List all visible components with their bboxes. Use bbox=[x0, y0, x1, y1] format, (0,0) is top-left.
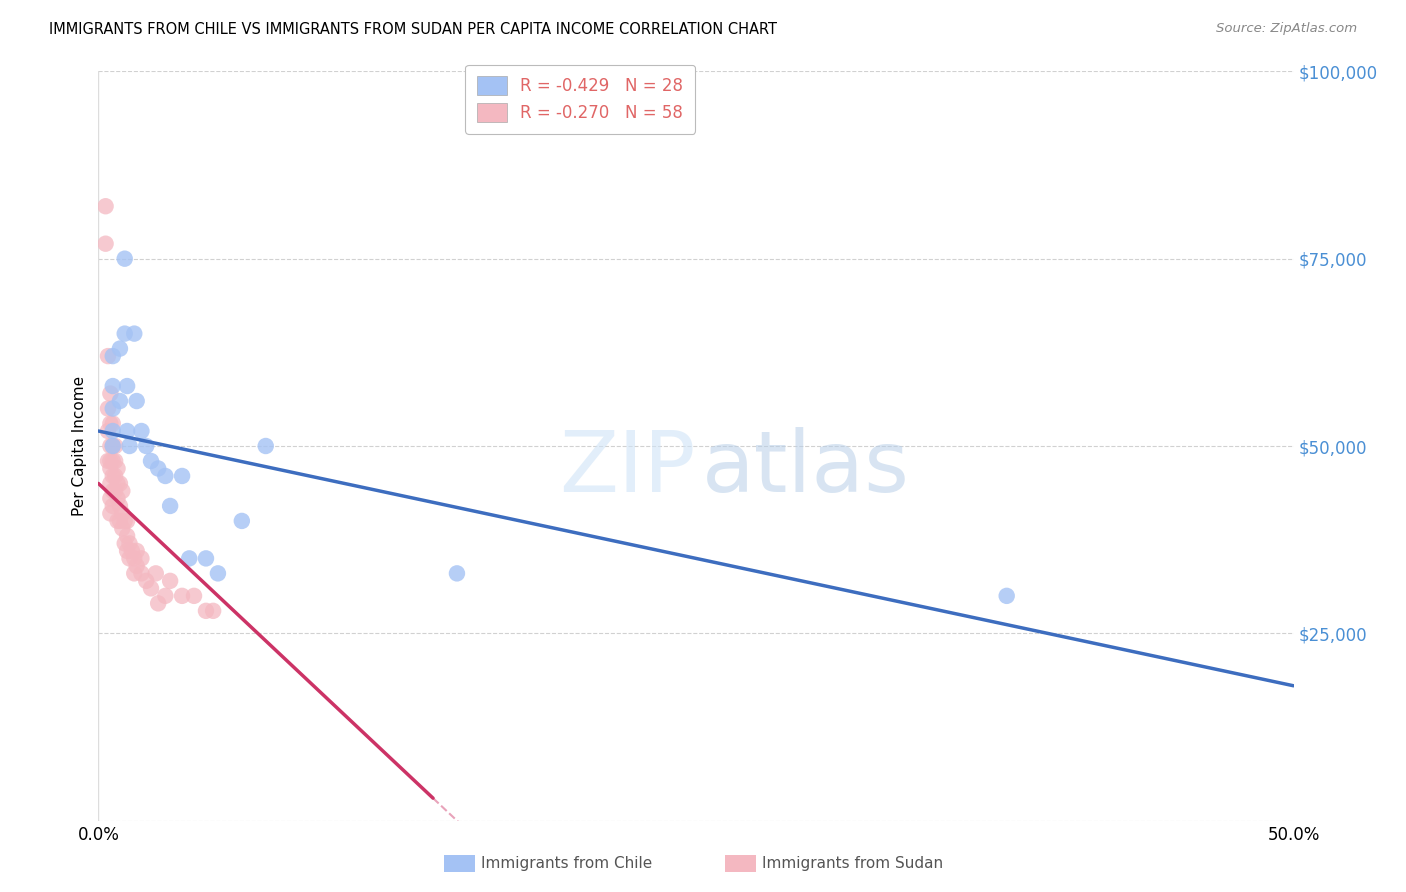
Point bbox=[98, 439, 122, 453]
Point bbox=[111, 507, 134, 521]
Point bbox=[114, 252, 136, 266]
Text: Immigrants from Chile: Immigrants from Chile bbox=[481, 856, 652, 871]
Point bbox=[115, 544, 138, 558]
Point bbox=[101, 499, 124, 513]
Point bbox=[114, 326, 136, 341]
Point bbox=[254, 439, 277, 453]
Point bbox=[159, 574, 181, 588]
Point bbox=[114, 536, 136, 550]
Point bbox=[148, 461, 170, 475]
Point bbox=[155, 469, 177, 483]
Point bbox=[172, 469, 194, 483]
Text: IMMIGRANTS FROM CHILE VS IMMIGRANTS FROM SUDAN PER CAPITA INCOME CORRELATION CHA: IMMIGRANTS FROM CHILE VS IMMIGRANTS FROM… bbox=[49, 22, 778, 37]
Text: atlas: atlas bbox=[702, 427, 910, 510]
Point bbox=[231, 514, 253, 528]
Point bbox=[159, 499, 181, 513]
Point bbox=[111, 483, 134, 498]
Point bbox=[183, 589, 205, 603]
Point bbox=[101, 401, 124, 416]
Point bbox=[104, 439, 127, 453]
Point bbox=[135, 574, 157, 588]
Point bbox=[155, 589, 177, 603]
Point bbox=[115, 379, 138, 393]
Point bbox=[114, 514, 136, 528]
Point bbox=[108, 342, 131, 356]
Point bbox=[104, 454, 127, 468]
Point bbox=[107, 476, 129, 491]
Point bbox=[108, 476, 131, 491]
Point bbox=[104, 469, 127, 483]
Point bbox=[202, 604, 225, 618]
Point bbox=[101, 349, 124, 363]
Point bbox=[107, 461, 129, 475]
Point bbox=[98, 417, 122, 431]
Point bbox=[131, 424, 153, 438]
Point bbox=[125, 544, 148, 558]
Point bbox=[107, 491, 129, 506]
Point bbox=[135, 439, 157, 453]
Point bbox=[124, 566, 146, 581]
Point bbox=[98, 491, 122, 506]
Point bbox=[108, 394, 131, 409]
Point bbox=[97, 454, 120, 468]
Point bbox=[108, 499, 131, 513]
Point bbox=[195, 551, 218, 566]
Point bbox=[115, 529, 138, 543]
Point bbox=[145, 566, 167, 581]
Point bbox=[97, 401, 120, 416]
Point bbox=[98, 461, 122, 475]
Text: Immigrants from Sudan: Immigrants from Sudan bbox=[762, 856, 943, 871]
Point bbox=[172, 589, 194, 603]
Point bbox=[98, 507, 122, 521]
Point bbox=[98, 454, 122, 468]
Point bbox=[101, 439, 124, 453]
Point bbox=[139, 582, 162, 596]
Point bbox=[121, 544, 143, 558]
Point bbox=[94, 236, 117, 251]
Point bbox=[115, 514, 138, 528]
Point bbox=[107, 514, 129, 528]
Point bbox=[101, 379, 124, 393]
Point bbox=[125, 394, 148, 409]
Point bbox=[111, 521, 134, 535]
Point bbox=[108, 514, 131, 528]
Point bbox=[139, 454, 162, 468]
Point bbox=[98, 476, 122, 491]
Point bbox=[131, 566, 153, 581]
Point bbox=[124, 326, 146, 341]
Point bbox=[104, 483, 127, 498]
Point bbox=[101, 454, 124, 468]
Point bbox=[118, 551, 141, 566]
Point bbox=[101, 417, 124, 431]
Point bbox=[94, 199, 117, 213]
Legend: R = -0.429   N = 28, R = -0.270   N = 58: R = -0.429 N = 28, R = -0.270 N = 58 bbox=[465, 65, 695, 134]
Point bbox=[179, 551, 201, 566]
Y-axis label: Per Capita Income: Per Capita Income bbox=[72, 376, 87, 516]
Point bbox=[124, 551, 146, 566]
Point bbox=[101, 483, 124, 498]
Point bbox=[148, 596, 170, 610]
Point bbox=[207, 566, 229, 581]
Point bbox=[97, 424, 120, 438]
Point bbox=[125, 558, 148, 573]
Point bbox=[101, 424, 124, 438]
Point bbox=[995, 589, 1018, 603]
Point bbox=[446, 566, 468, 581]
Point bbox=[101, 469, 124, 483]
Point bbox=[118, 439, 141, 453]
Point bbox=[101, 439, 124, 453]
Point bbox=[115, 424, 138, 438]
Point bbox=[97, 349, 120, 363]
Text: ZIP: ZIP bbox=[560, 427, 696, 510]
Point bbox=[195, 604, 218, 618]
Point bbox=[131, 551, 153, 566]
Text: Source: ZipAtlas.com: Source: ZipAtlas.com bbox=[1216, 22, 1357, 36]
Point bbox=[118, 536, 141, 550]
Point bbox=[98, 386, 122, 401]
